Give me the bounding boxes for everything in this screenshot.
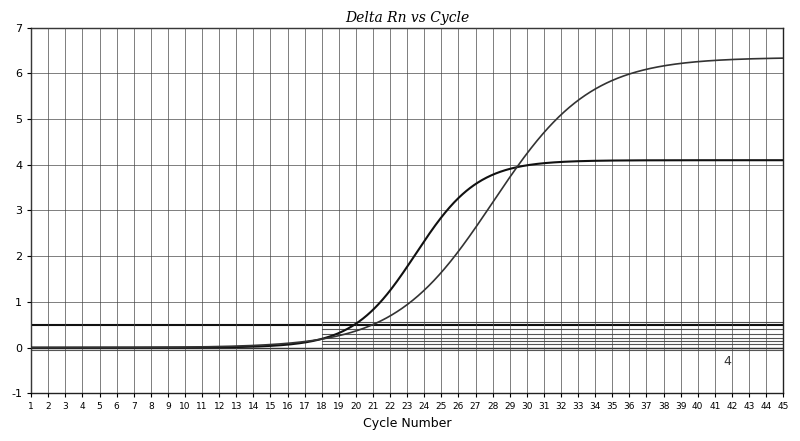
Text: 4: 4	[723, 355, 731, 368]
X-axis label: Cycle Number: Cycle Number	[363, 417, 451, 430]
Title: Delta Rn vs Cycle: Delta Rn vs Cycle	[345, 11, 470, 25]
